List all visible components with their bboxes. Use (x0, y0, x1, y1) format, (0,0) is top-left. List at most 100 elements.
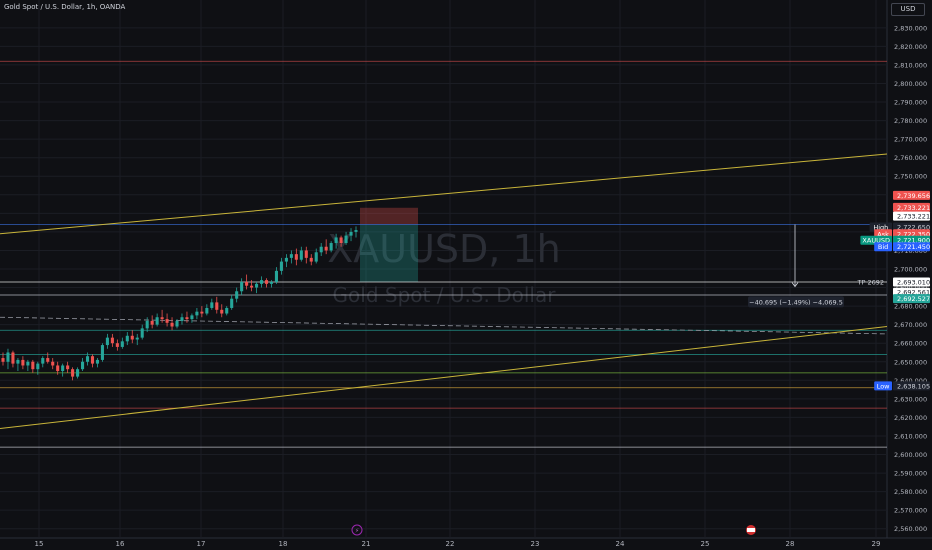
price-label-box (893, 242, 930, 252)
candle-body (31, 361, 35, 370)
price-label: 2,722.350 (897, 230, 930, 238)
flag-stripe (747, 528, 755, 532)
y-tick-label: 2,600.000 (894, 451, 927, 459)
price-label: 2,721.900 (897, 237, 930, 245)
chart-label: TP 2692 (857, 278, 885, 286)
candle-body (150, 320, 154, 325)
candle-body (319, 246, 323, 253)
candle-body (16, 359, 20, 364)
candle-body (95, 359, 100, 364)
x-tick-label: 21 (362, 540, 371, 548)
candle-body (120, 341, 124, 347)
trend-line (0, 326, 888, 430)
currency-button[interactable]: USD (891, 3, 925, 16)
candle-body (105, 337, 109, 346)
candle-body (329, 243, 333, 251)
candle-body (220, 309, 224, 314)
candle-body (225, 307, 229, 314)
candle-body (309, 257, 313, 262)
candle-body (245, 281, 249, 286)
candle-body (11, 352, 15, 364)
x-tick-label: 29 (872, 540, 881, 548)
candle-body (51, 361, 55, 366)
candle-body (56, 365, 60, 372)
candle-body (115, 343, 119, 347)
price-label: 2,733.221 (897, 213, 930, 221)
candle-body (195, 311, 199, 316)
price-label-box (893, 211, 930, 221)
y-tick-label: 2,570.000 (894, 507, 927, 515)
price-tag-box (874, 381, 892, 391)
candle-body (130, 335, 134, 340)
candle-body (299, 250, 303, 260)
price-label-box (893, 294, 930, 304)
candle-body (354, 230, 358, 232)
candle-body (145, 320, 149, 329)
y-tick-label: 2,670.000 (894, 321, 927, 329)
price-label-box (893, 381, 930, 391)
candle-body (190, 315, 194, 320)
price-tag: High (873, 223, 888, 231)
trend-line (0, 153, 888, 235)
candle-body (36, 363, 40, 370)
y-tick-label: 2,820.000 (894, 43, 927, 51)
candle-body (339, 237, 343, 244)
measure-label: −40.695 (−1.49%) −4,069.5 (749, 298, 843, 306)
candle-body (294, 254, 298, 260)
candle-body (6, 352, 10, 362)
price-tag-box (869, 222, 892, 232)
price-label-box (893, 190, 930, 200)
candle-body (76, 369, 80, 377)
candle-body (289, 254, 293, 258)
x-tick-label: 25 (701, 540, 710, 548)
candle-body (140, 328, 144, 338)
x-tick-label: 18 (279, 540, 288, 548)
candle-body (284, 257, 288, 262)
price-tag: Ask (877, 230, 889, 238)
candle-body (90, 356, 95, 364)
y-tick-label: 2,650.000 (894, 358, 927, 366)
dashed-trend-line (0, 316, 888, 335)
price-label-box (893, 277, 930, 287)
y-tick-label: 2,620.000 (894, 414, 927, 422)
candle-body (180, 317, 184, 321)
chart-title: Gold Spot / U.S. Dollar, 1h, OANDA (4, 3, 126, 11)
candle-body (349, 231, 353, 236)
candle-body (250, 285, 254, 288)
candle-body (210, 302, 214, 308)
price-label: 2,722.650 (897, 223, 930, 231)
candle-body (81, 361, 85, 370)
y-tick-label: 2,580.000 (894, 488, 927, 496)
y-tick-label: 2,760.000 (894, 154, 927, 162)
candle-body (304, 250, 308, 258)
candle-body (155, 317, 159, 325)
candle-body (269, 281, 274, 284)
candle-body (274, 270, 278, 282)
stop-loss-zone (360, 207, 418, 225)
candle-body (314, 252, 318, 262)
candle-body (1, 358, 5, 362)
candle-body (21, 359, 25, 366)
candle-body (240, 281, 244, 292)
price-label: 2,692.561 (897, 289, 930, 297)
candle-body (46, 358, 50, 362)
y-tick-label: 2,700.000 (894, 266, 927, 274)
y-tick-label: 2,560.000 (894, 525, 927, 533)
candle-body (255, 283, 259, 288)
candle-body (200, 311, 204, 314)
x-tick-label: 28 (786, 540, 795, 548)
price-axis-panel (887, 0, 932, 550)
x-tick-label: 24 (616, 540, 625, 548)
y-tick-label: 2,640.000 (894, 377, 927, 385)
lightning-event-icon (351, 524, 363, 536)
price-label-box (893, 222, 930, 232)
y-tick-label: 2,800.000 (894, 80, 927, 88)
price-label: 2,692.527 (897, 295, 930, 303)
candle-body (344, 235, 348, 244)
y-tick-label: 2,780.000 (894, 117, 927, 125)
candle-body (85, 356, 90, 362)
candle-body (165, 319, 169, 323)
candle-body (110, 337, 114, 344)
price-label: 2,733.221 (897, 204, 930, 212)
